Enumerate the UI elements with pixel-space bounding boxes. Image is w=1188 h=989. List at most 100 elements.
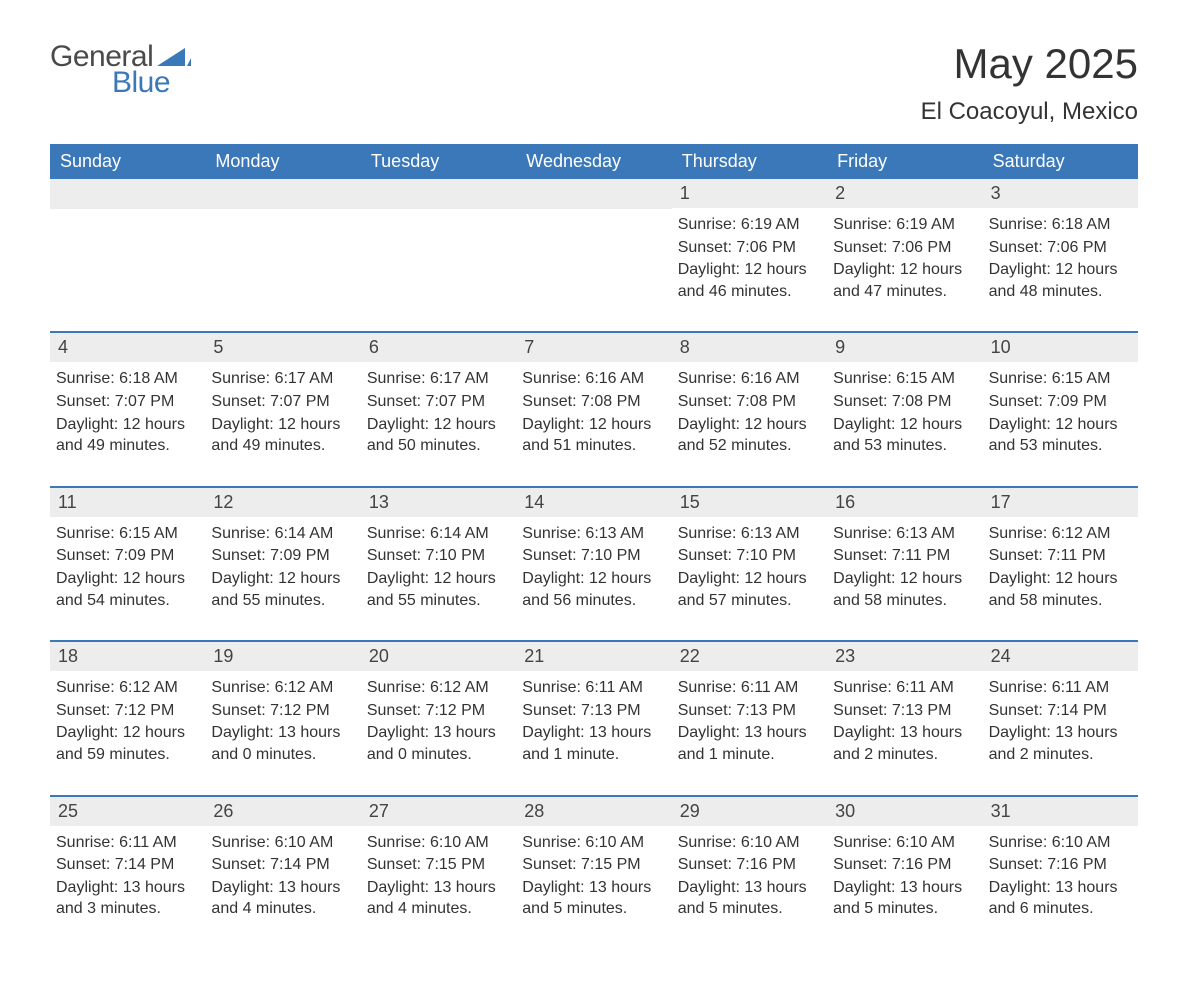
day-body: Sunrise: 6:10 AMSunset: 7:16 PMDaylight:… [827, 826, 982, 920]
day-body: Sunrise: 6:17 AMSunset: 7:07 PMDaylight:… [361, 362, 516, 456]
day-cell: 29Sunrise: 6:10 AMSunset: 7:16 PMDayligh… [672, 797, 827, 949]
sunrise-line: Sunrise: 6:19 AM [678, 214, 819, 236]
daylight-line: Daylight: 12 hours and 58 minutes. [989, 568, 1130, 611]
sunset-line: Sunset: 7:07 PM [367, 391, 508, 413]
day-body: Sunrise: 6:12 AMSunset: 7:11 PMDaylight:… [983, 517, 1138, 611]
sunset-line: Sunset: 7:08 PM [522, 391, 663, 413]
day-body: Sunrise: 6:15 AMSunset: 7:09 PMDaylight:… [983, 362, 1138, 456]
sunset-line: Sunset: 7:15 PM [522, 854, 663, 876]
day-body: Sunrise: 6:15 AMSunset: 7:08 PMDaylight:… [827, 362, 982, 456]
day-body: Sunrise: 6:14 AMSunset: 7:09 PMDaylight:… [205, 517, 360, 611]
day-cell: 5Sunrise: 6:17 AMSunset: 7:07 PMDaylight… [205, 333, 360, 485]
sunset-line: Sunset: 7:16 PM [678, 854, 819, 876]
daylight-line: Daylight: 13 hours and 1 minute. [522, 722, 663, 765]
daylight-line: Daylight: 12 hours and 54 minutes. [56, 568, 197, 611]
sunset-line: Sunset: 7:06 PM [678, 237, 819, 259]
sunset-line: Sunset: 7:06 PM [833, 237, 974, 259]
day-body: Sunrise: 6:10 AMSunset: 7:16 PMDaylight:… [983, 826, 1138, 920]
day-body: Sunrise: 6:16 AMSunset: 7:08 PMDaylight:… [672, 362, 827, 456]
daylight-line: Daylight: 13 hours and 4 minutes. [211, 877, 352, 920]
day-cell: 22Sunrise: 6:11 AMSunset: 7:13 PMDayligh… [672, 642, 827, 794]
day-body: Sunrise: 6:11 AMSunset: 7:14 PMDaylight:… [983, 671, 1138, 765]
day-number: 5 [205, 333, 360, 362]
week-row: 11Sunrise: 6:15 AMSunset: 7:09 PMDayligh… [50, 486, 1138, 640]
sunset-line: Sunset: 7:09 PM [56, 545, 197, 567]
day-cell: 3Sunrise: 6:18 AMSunset: 7:06 PMDaylight… [983, 179, 1138, 331]
day-cell [516, 179, 671, 331]
sunrise-line: Sunrise: 6:11 AM [678, 677, 819, 699]
weekday-label: Thursday [672, 144, 827, 179]
day-cell: 26Sunrise: 6:10 AMSunset: 7:14 PMDayligh… [205, 797, 360, 949]
day-cell: 31Sunrise: 6:10 AMSunset: 7:16 PMDayligh… [983, 797, 1138, 949]
day-cell: 28Sunrise: 6:10 AMSunset: 7:15 PMDayligh… [516, 797, 671, 949]
day-number: 30 [827, 797, 982, 826]
daylight-line: Daylight: 12 hours and 46 minutes. [678, 259, 819, 302]
daylight-line: Daylight: 12 hours and 48 minutes. [989, 259, 1130, 302]
title-month: May 2025 [921, 40, 1138, 88]
week-row: 1Sunrise: 6:19 AMSunset: 7:06 PMDaylight… [50, 179, 1138, 331]
week-row: 18Sunrise: 6:12 AMSunset: 7:12 PMDayligh… [50, 640, 1138, 794]
day-body: Sunrise: 6:19 AMSunset: 7:06 PMDaylight:… [827, 208, 982, 302]
brand-logo: General Blue [50, 40, 191, 100]
day-number: 20 [361, 642, 516, 671]
sunset-line: Sunset: 7:08 PM [678, 391, 819, 413]
sunrise-line: Sunrise: 6:11 AM [833, 677, 974, 699]
daylight-line: Daylight: 13 hours and 2 minutes. [833, 722, 974, 765]
day-cell: 24Sunrise: 6:11 AMSunset: 7:14 PMDayligh… [983, 642, 1138, 794]
day-number-empty [50, 179, 205, 209]
day-body: Sunrise: 6:10 AMSunset: 7:14 PMDaylight:… [205, 826, 360, 920]
sunrise-line: Sunrise: 6:13 AM [522, 523, 663, 545]
sunset-line: Sunset: 7:14 PM [211, 854, 352, 876]
daylight-line: Daylight: 13 hours and 0 minutes. [367, 722, 508, 765]
day-body: Sunrise: 6:15 AMSunset: 7:09 PMDaylight:… [50, 517, 205, 611]
daylight-line: Daylight: 13 hours and 4 minutes. [367, 877, 508, 920]
logo-flag-icon [157, 44, 191, 66]
day-body: Sunrise: 6:11 AMSunset: 7:13 PMDaylight:… [672, 671, 827, 765]
weekday-label: Friday [827, 144, 982, 179]
day-cell: 13Sunrise: 6:14 AMSunset: 7:10 PMDayligh… [361, 488, 516, 640]
day-cell: 20Sunrise: 6:12 AMSunset: 7:12 PMDayligh… [361, 642, 516, 794]
day-cell: 15Sunrise: 6:13 AMSunset: 7:10 PMDayligh… [672, 488, 827, 640]
daylight-line: Daylight: 12 hours and 50 minutes. [367, 414, 508, 457]
day-number: 4 [50, 333, 205, 362]
sunrise-line: Sunrise: 6:13 AM [678, 523, 819, 545]
sunrise-line: Sunrise: 6:12 AM [367, 677, 508, 699]
sunrise-line: Sunrise: 6:12 AM [989, 523, 1130, 545]
sunset-line: Sunset: 7:13 PM [833, 700, 974, 722]
day-body: Sunrise: 6:11 AMSunset: 7:14 PMDaylight:… [50, 826, 205, 920]
day-cell: 2Sunrise: 6:19 AMSunset: 7:06 PMDaylight… [827, 179, 982, 331]
sunset-line: Sunset: 7:12 PM [211, 700, 352, 722]
weekday-label: Saturday [983, 144, 1138, 179]
day-number: 29 [672, 797, 827, 826]
sunrise-line: Sunrise: 6:17 AM [367, 368, 508, 390]
sunrise-line: Sunrise: 6:16 AM [678, 368, 819, 390]
day-number: 15 [672, 488, 827, 517]
daylight-line: Daylight: 12 hours and 49 minutes. [211, 414, 352, 457]
day-number-empty [205, 179, 360, 209]
day-number: 27 [361, 797, 516, 826]
daylight-line: Daylight: 12 hours and 59 minutes. [56, 722, 197, 765]
day-body: Sunrise: 6:10 AMSunset: 7:15 PMDaylight:… [361, 826, 516, 920]
week-row: 25Sunrise: 6:11 AMSunset: 7:14 PMDayligh… [50, 795, 1138, 949]
day-body: Sunrise: 6:13 AMSunset: 7:11 PMDaylight:… [827, 517, 982, 611]
daylight-line: Daylight: 12 hours and 47 minutes. [833, 259, 974, 302]
sunset-line: Sunset: 7:15 PM [367, 854, 508, 876]
sunset-line: Sunset: 7:10 PM [522, 545, 663, 567]
sunset-line: Sunset: 7:07 PM [56, 391, 197, 413]
day-cell: 19Sunrise: 6:12 AMSunset: 7:12 PMDayligh… [205, 642, 360, 794]
day-number: 13 [361, 488, 516, 517]
day-body: Sunrise: 6:11 AMSunset: 7:13 PMDaylight:… [827, 671, 982, 765]
day-number-empty [516, 179, 671, 209]
daylight-line: Daylight: 12 hours and 53 minutes. [989, 414, 1130, 457]
sunrise-line: Sunrise: 6:10 AM [678, 832, 819, 854]
day-body: Sunrise: 6:16 AMSunset: 7:08 PMDaylight:… [516, 362, 671, 456]
day-body: Sunrise: 6:13 AMSunset: 7:10 PMDaylight:… [672, 517, 827, 611]
day-cell: 6Sunrise: 6:17 AMSunset: 7:07 PMDaylight… [361, 333, 516, 485]
sunset-line: Sunset: 7:10 PM [367, 545, 508, 567]
day-cell: 7Sunrise: 6:16 AMSunset: 7:08 PMDaylight… [516, 333, 671, 485]
day-cell: 12Sunrise: 6:14 AMSunset: 7:09 PMDayligh… [205, 488, 360, 640]
sunrise-line: Sunrise: 6:12 AM [211, 677, 352, 699]
day-body: Sunrise: 6:10 AMSunset: 7:16 PMDaylight:… [672, 826, 827, 920]
day-body: Sunrise: 6:19 AMSunset: 7:06 PMDaylight:… [672, 208, 827, 302]
daylight-line: Daylight: 13 hours and 5 minutes. [678, 877, 819, 920]
